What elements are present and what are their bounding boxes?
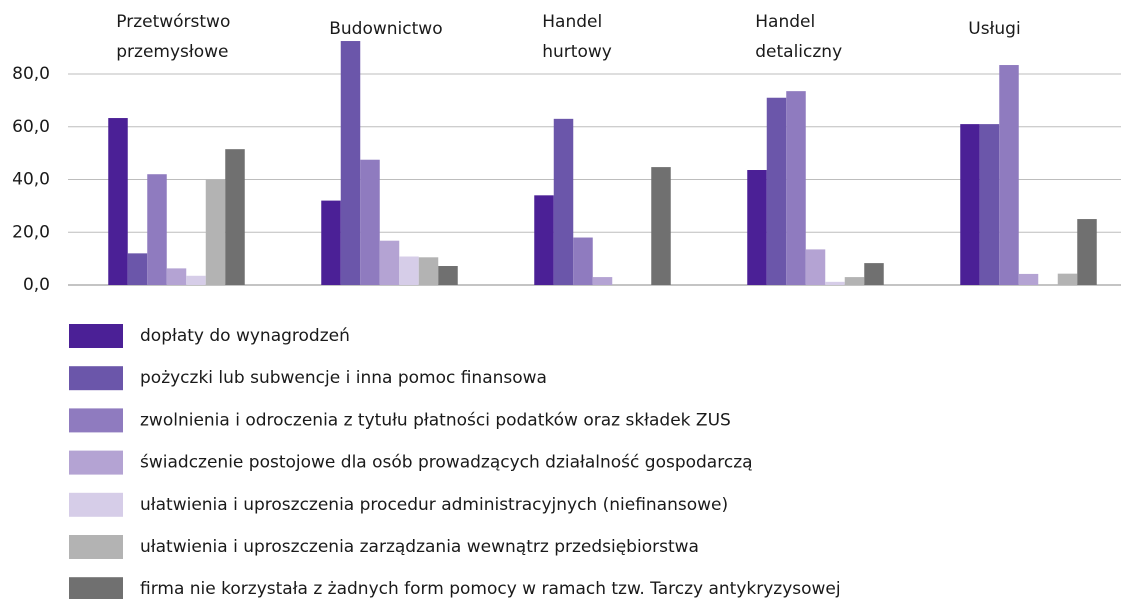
bar — [825, 281, 845, 285]
y-tick-label: 60,0 — [12, 117, 50, 137]
bar — [147, 174, 167, 285]
category-label: Handel hurtowy — [542, 12, 612, 62]
bar — [999, 65, 1019, 285]
y-tick-label: 80,0 — [12, 64, 50, 84]
category-label: Budownictwo — [329, 19, 442, 39]
bar — [573, 237, 593, 285]
bar — [960, 124, 980, 285]
bar — [1077, 219, 1097, 285]
bar — [864, 263, 884, 285]
category-label-line: hurtowy — [542, 42, 612, 62]
bar — [1018, 273, 1039, 285]
legend-label: zwolnienia i odroczenia z tytułu płatnoś… — [140, 410, 731, 430]
bar — [979, 124, 1000, 285]
category-label: Usługi — [968, 19, 1020, 39]
bar — [786, 91, 806, 285]
legend-swatch — [69, 492, 123, 517]
bar — [651, 167, 671, 285]
bar — [805, 249, 826, 285]
y-tick-label: 20,0 — [12, 222, 50, 242]
bar — [844, 277, 865, 285]
bar — [321, 200, 341, 285]
bar — [747, 170, 767, 285]
bar — [360, 159, 380, 285]
legend-swatch — [69, 450, 123, 475]
bar — [108, 118, 128, 285]
bar — [553, 118, 574, 286]
category-label-line: przemysłowe — [116, 42, 228, 62]
category-label: Handel detaliczny — [755, 12, 842, 62]
bar — [186, 275, 206, 285]
bar — [1057, 273, 1078, 285]
legend-label: ułatwienia i uproszczenia zarządzania we… — [140, 537, 699, 557]
bar — [205, 179, 226, 285]
legend-swatch — [69, 577, 123, 599]
legend-label: firma nie korzystała z żadnych form pomo… — [140, 579, 841, 599]
legend-label: świadczenie postojowe dla osób prowadząc… — [140, 453, 753, 473]
category-label-line: Handel — [542, 12, 602, 32]
category-label-line: Budownictwo — [329, 19, 442, 39]
bar — [166, 268, 187, 285]
category-label-line: detaliczny — [755, 42, 842, 62]
legend-label: pożyczki lub subwencje i inna pomoc fina… — [140, 368, 547, 388]
bar — [340, 41, 361, 285]
category-label-line: Handel — [755, 12, 815, 32]
category-label-line: Usługi — [968, 19, 1020, 39]
bar — [438, 266, 458, 285]
legend-swatch — [69, 324, 123, 348]
legend-label: ułatwienia i uproszczenia procedur admin… — [140, 495, 728, 515]
bar — [766, 97, 787, 285]
bar — [534, 195, 554, 285]
category-label-line: Przetwórstwo — [116, 12, 230, 32]
bar — [592, 277, 613, 285]
y-tick-label: 40,0 — [12, 170, 50, 190]
legend-swatch — [69, 408, 123, 433]
legend-swatch — [69, 366, 123, 391]
legend-swatch — [69, 535, 123, 559]
bar — [399, 256, 419, 285]
bar — [225, 149, 245, 285]
bar — [418, 257, 439, 285]
bar — [127, 253, 148, 285]
bar — [379, 240, 400, 285]
category-label: Przetwórstwo przemysłowe — [116, 12, 230, 62]
y-tick-label: 0,0 — [23, 275, 50, 295]
legend-label: dopłaty do wynagrodzeń — [140, 326, 350, 346]
